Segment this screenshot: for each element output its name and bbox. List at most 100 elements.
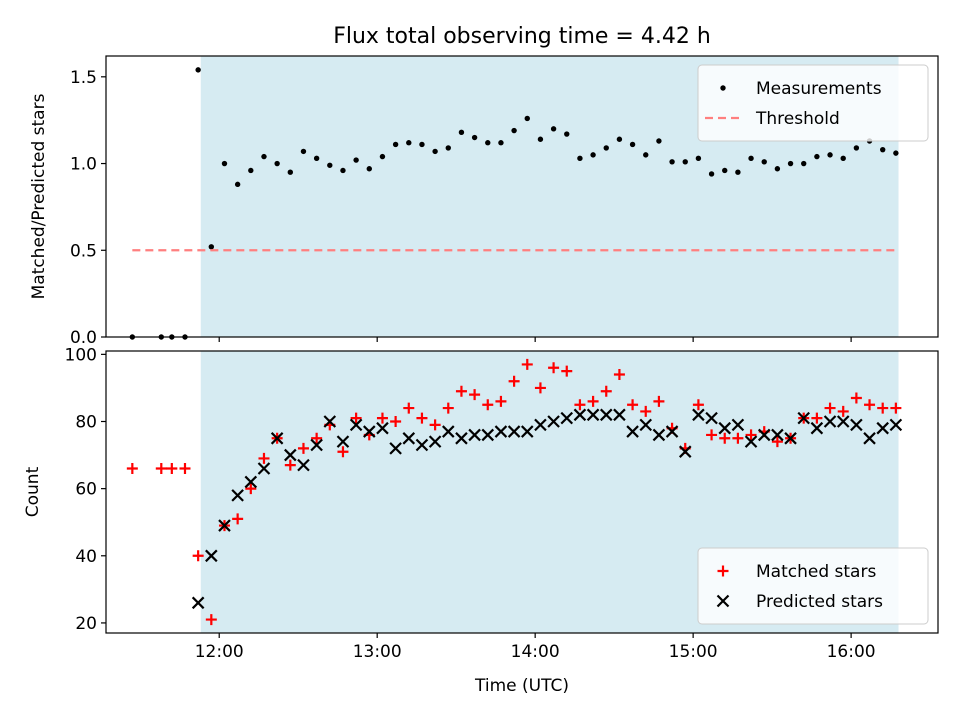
predicted-stars-point <box>468 428 481 442</box>
matched-stars-point <box>258 452 270 464</box>
measurement-point <box>274 160 280 167</box>
predicted-stars-point <box>481 428 495 442</box>
y-tick-label: 1.5 <box>70 68 97 88</box>
measurement-point <box>787 160 794 167</box>
predicted-stars-point <box>784 432 797 445</box>
measurement-point <box>774 166 781 172</box>
matched-stars-point <box>692 399 704 411</box>
predicted-stars-point <box>455 432 468 445</box>
measurement-point <box>880 146 886 153</box>
measurement-point <box>406 140 412 146</box>
matched-stars-point <box>534 382 546 394</box>
predicted-stars-point <box>270 432 284 445</box>
predicted-stars-point <box>889 418 903 432</box>
measurement-point <box>445 145 451 151</box>
matched-stars-point <box>442 402 454 414</box>
x-axis-label: Time (UTC) <box>474 676 569 696</box>
matched-stars-point <box>245 483 257 495</box>
predicted-stars-point <box>678 445 692 458</box>
matched-stars-point <box>574 399 586 411</box>
predicted-stars-point <box>336 435 350 448</box>
predicted-stars-point <box>507 425 521 438</box>
measurement-point <box>590 152 596 158</box>
y-axis-label: Count <box>23 466 43 517</box>
predicted-stars-point <box>876 421 889 435</box>
measurement-point <box>511 127 517 134</box>
matched-stars-point <box>403 402 415 414</box>
measurement-point <box>471 134 478 141</box>
matched-stars-point <box>155 463 167 474</box>
matched-stars-point <box>890 402 902 414</box>
measurement-point <box>748 155 754 162</box>
matched-stars-point <box>232 513 244 525</box>
measurement-point <box>498 140 504 146</box>
x-tick-label: 13:00 <box>353 642 402 662</box>
measurement-point <box>195 67 201 73</box>
predicted-stars-point <box>718 421 732 435</box>
matched-stars-point <box>613 369 625 380</box>
ratio-panel: 0.0 0.5 1.0 1.5 Matched/Predicted stars Measu… <box>29 55 939 348</box>
measurement-point <box>669 159 675 165</box>
measurement-point <box>221 160 228 167</box>
predicted-stars-point <box>402 432 416 445</box>
legend-label: Threshold <box>755 109 840 129</box>
measurement-point <box>340 167 346 174</box>
measurement-point <box>366 166 372 172</box>
matched-stars-point <box>284 459 296 471</box>
chart-title: Flux total observing time = 4.42 h <box>333 24 711 49</box>
matched-stars-point <box>205 614 217 626</box>
y-tick-label: 0.5 <box>70 241 97 261</box>
predicted-stars-point <box>297 458 310 472</box>
predicted-stars-point <box>744 435 758 448</box>
x-tick-label: 12:00 <box>195 642 244 662</box>
predicted-stars-point <box>323 415 337 428</box>
measurement-point <box>379 153 386 160</box>
matched-stars-point <box>877 402 889 414</box>
matched-stars-point <box>653 395 665 407</box>
measurement-point <box>603 145 609 151</box>
predicted-stars-point <box>850 418 863 432</box>
predicted-stars-point <box>560 411 574 425</box>
predicted-stars-point <box>244 475 258 489</box>
matched-stars-point <box>811 412 823 424</box>
measurement-point <box>313 155 320 162</box>
predicted-stars-point <box>349 418 363 432</box>
measurement-point <box>893 150 899 156</box>
predicted-stars-point <box>705 411 718 425</box>
predicted-stars-point <box>810 421 824 435</box>
matched-stars-point <box>508 375 520 387</box>
measurement-point <box>708 171 715 177</box>
y-tick-label: 1.0 <box>70 155 97 175</box>
measurement-point <box>234 181 241 188</box>
predicted-stars-point <box>836 415 850 428</box>
measurement-point <box>327 162 333 168</box>
legend-marker-plus <box>717 565 729 577</box>
measurement-point <box>814 153 820 160</box>
legend-box <box>697 64 929 142</box>
measurement-point <box>643 152 649 158</box>
matched-stars-point <box>192 550 204 562</box>
matched-stars-point <box>548 362 560 374</box>
y-axis-label: Matched/Predicted stars <box>29 93 49 299</box>
predicted-stars-point <box>520 425 534 438</box>
predicted-stars-point <box>823 415 837 428</box>
predicted-stars-point <box>257 462 271 475</box>
measurement-point <box>287 169 294 175</box>
measurement-point <box>695 155 702 162</box>
legend-label: Matched stars <box>756 562 876 582</box>
measurement-point <box>827 152 833 158</box>
matched-stars-point <box>824 402 836 414</box>
predicted-stars-point <box>665 425 679 438</box>
predicted-stars-point <box>415 438 429 452</box>
measurement-point <box>801 160 807 167</box>
measurement-point <box>248 167 254 174</box>
measurement-point <box>722 167 728 174</box>
x-tick-label: 15:00 <box>669 642 718 662</box>
measurement-point <box>300 148 307 155</box>
legend-label: Predicted stars <box>756 592 883 612</box>
measurement-point <box>392 141 399 148</box>
predicted-stars-point <box>363 425 376 438</box>
measurement-point <box>261 153 267 160</box>
predicted-stars-point <box>757 428 771 442</box>
predicted-stars-point <box>231 489 244 502</box>
